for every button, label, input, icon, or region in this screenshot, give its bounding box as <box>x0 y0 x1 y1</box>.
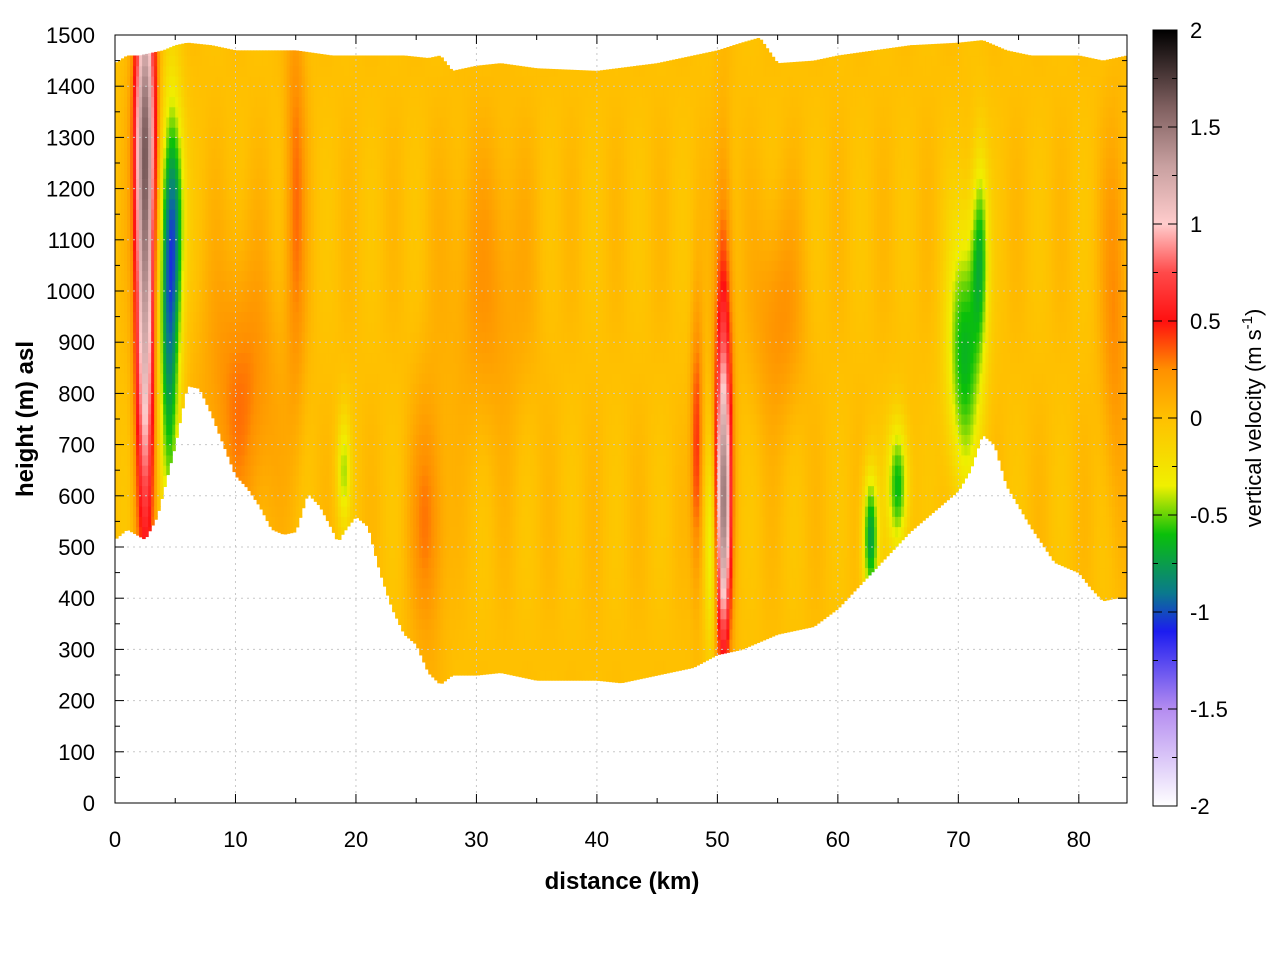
field-cell <box>172 445 176 452</box>
field-cell <box>178 414 182 423</box>
field-cell <box>166 465 170 475</box>
field-cell <box>148 527 152 532</box>
field-cell <box>157 506 161 511</box>
field-cell <box>163 475 167 486</box>
field-cell <box>169 455 173 463</box>
field-cell <box>160 486 164 497</box>
field-cell <box>296 516 300 527</box>
field-cell <box>181 393 185 404</box>
field-cell <box>181 404 185 409</box>
velocity-field <box>115 38 1128 684</box>
field-cell <box>175 424 179 435</box>
